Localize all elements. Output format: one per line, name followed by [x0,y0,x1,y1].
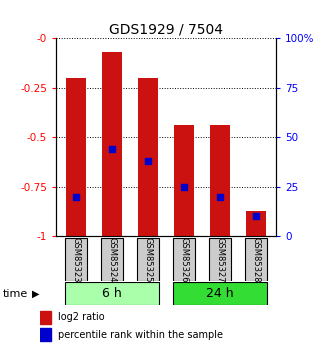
Bar [246,210,266,236]
Text: 24 h: 24 h [206,287,234,300]
Bar [174,125,194,236]
Bar [65,238,87,281]
Text: GSM85324: GSM85324 [108,237,117,282]
Bar [102,52,122,236]
Point [109,146,115,152]
Text: GSM85323: GSM85323 [72,237,81,283]
Bar [137,238,159,281]
Text: time: time [3,289,29,298]
Bar [210,125,230,236]
Bar [66,78,86,236]
Bar [40,328,51,341]
Point [145,158,151,164]
Point [254,214,259,219]
Title: GDS1929 / 7504: GDS1929 / 7504 [109,23,223,37]
Bar [173,282,267,305]
Bar [138,78,158,236]
Bar [40,311,51,324]
Text: 6 h: 6 h [102,287,122,300]
Point [74,194,79,199]
Text: percentile rank within the sample: percentile rank within the sample [58,330,223,339]
Bar [101,238,123,281]
Text: GSM85328: GSM85328 [252,237,261,283]
Text: ▶: ▶ [32,289,39,298]
Bar [65,282,159,305]
Point [182,184,187,189]
Bar [173,238,195,281]
Text: GSM85327: GSM85327 [216,237,225,283]
Text: log2 ratio: log2 ratio [58,313,104,322]
Bar [245,238,267,281]
Bar [209,238,231,281]
Text: GSM85326: GSM85326 [180,237,189,283]
Text: GSM85325: GSM85325 [143,237,152,282]
Point [218,194,223,199]
